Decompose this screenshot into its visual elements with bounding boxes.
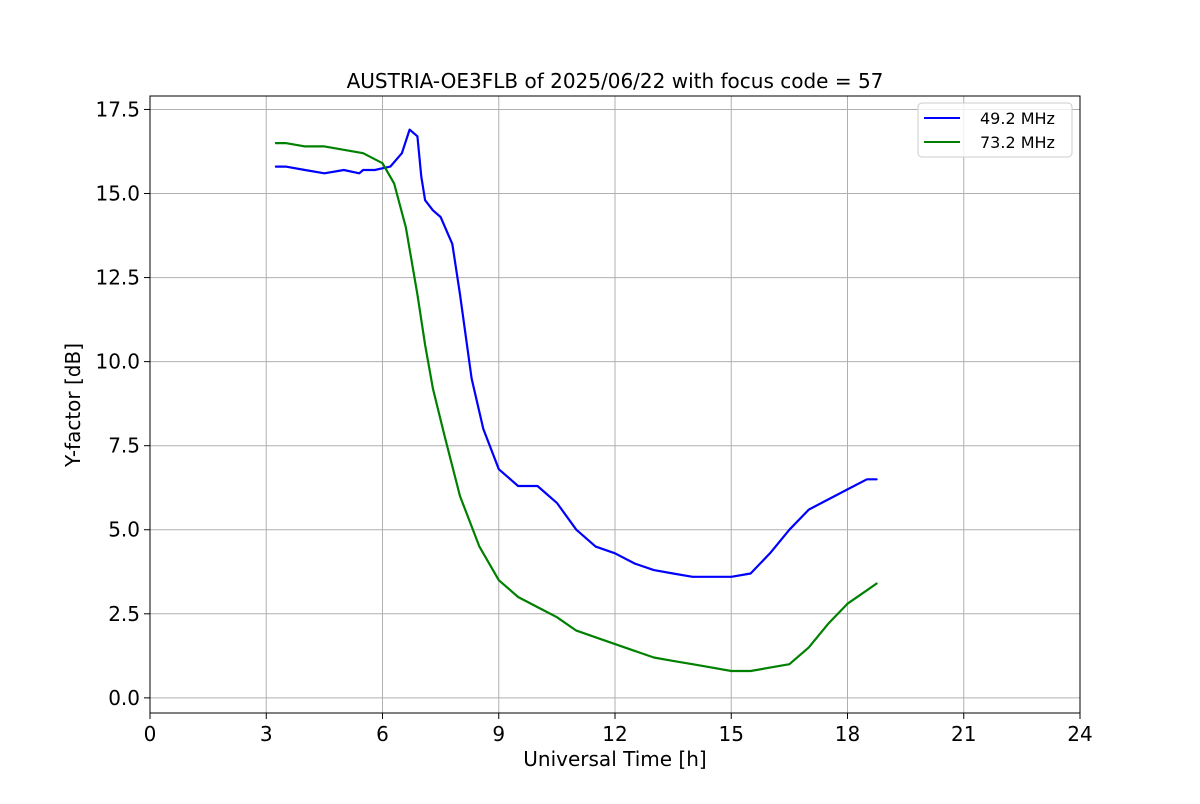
legend-label: 49.2 MHz	[980, 109, 1055, 128]
y-tick-label: 5.0	[108, 518, 140, 542]
legend: 49.2 MHz 73.2 MHz	[917, 102, 1073, 158]
legend-box	[917, 102, 1073, 158]
y-tick-label: 10.0	[95, 350, 140, 374]
x-tick-label: 6	[376, 722, 389, 746]
y-tick-label: 17.5	[95, 97, 140, 121]
series-lines	[274, 128, 878, 673]
x-tick-label: 9	[492, 722, 505, 746]
x-axis-label: Universal Time [h]	[523, 747, 706, 771]
x-tick-label: 0	[144, 722, 157, 746]
x-tick-label: 15	[719, 722, 744, 746]
y-tick-label: 0.0	[108, 686, 140, 710]
series-line-blue	[274, 128, 878, 578]
axis-ticks: 0 3 6 9 12 15 18 21 24 0.0 2.5 5.0 7.5 10.0 12.5 15.0 17…	[95, 97, 1092, 746]
x-tick-label: 18	[835, 722, 860, 746]
x-tick-label: 21	[951, 722, 976, 746]
y-tick-label: 2.5	[108, 602, 140, 626]
y-axis-label: Y-factor [dB]	[61, 343, 85, 468]
y-tick-label: 15.0	[95, 182, 140, 206]
x-tick-label: 24	[1067, 722, 1092, 746]
x-tick-label: 3	[260, 722, 273, 746]
legend-label: 73.2 MHz	[980, 133, 1055, 152]
x-tick-label: 12	[602, 722, 627, 746]
series-line-green	[274, 142, 878, 673]
y-tick-label: 12.5	[95, 266, 140, 290]
chart-title: AUSTRIA-OE3FLB of 2025/06/22 with focus …	[347, 69, 884, 93]
y-tick-label: 7.5	[108, 434, 140, 458]
